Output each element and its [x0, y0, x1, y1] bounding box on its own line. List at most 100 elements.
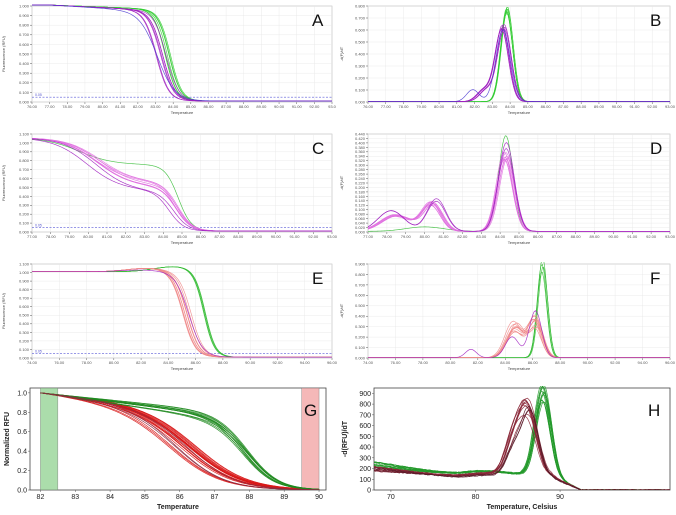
y-tick-label: 0.100: [355, 207, 366, 212]
y-tick-label: 0.900: [355, 261, 366, 266]
series-line: [32, 139, 332, 232]
x-tick-label: 76.00: [363, 104, 374, 109]
x-tick-label: 79.00: [401, 234, 412, 239]
x-axis-label: Temperature: [508, 366, 531, 371]
y-tick-label: 0.500: [19, 313, 30, 318]
x-tick-label: 76.00: [54, 360, 65, 365]
y-tick-label: 0.700: [355, 282, 366, 287]
y-tick-label: 0: [367, 488, 371, 495]
y-tick-label: 0.800: [19, 158, 30, 163]
x-tick-label: 80: [472, 494, 480, 501]
x-tick-label: 87.00: [558, 104, 569, 109]
y-tick-label: 0.020: [355, 225, 366, 230]
y-tick-label: 0.300: [355, 63, 366, 68]
x-tick-label: 85: [141, 494, 149, 501]
x-tick-label: 80.00: [98, 104, 109, 109]
y-tick-label: 0.2: [17, 468, 27, 475]
x-tick-label: 84.00: [495, 234, 506, 239]
x-tick-label: 93.00: [665, 234, 676, 239]
y-axis-label: Fluorescence (RFU): [1, 164, 6, 201]
y-tick-label: 0.800: [355, 272, 366, 277]
x-tick-label: 81.00: [438, 234, 449, 239]
x-tick-label: 92.00: [647, 104, 658, 109]
series-line: [368, 310, 670, 358]
x-tick-label: 80.00: [445, 360, 456, 365]
y-tick-label: 0.500: [19, 185, 30, 190]
x-tick-label: 84: [106, 494, 114, 501]
x-tick-label: 89.00: [256, 104, 267, 109]
x-tick-label: 86.00: [191, 360, 202, 365]
y-tick-label: 0.320: [355, 158, 366, 163]
y-tick-label: 0.700: [19, 167, 30, 172]
y-tick-label: 0.080: [355, 212, 366, 217]
y-axis-label: Fluorescence (RFU): [1, 292, 6, 329]
y-tick-label: 600: [359, 423, 371, 430]
panel-letter: H: [648, 401, 660, 420]
x-tick-label: 84.00: [163, 360, 174, 365]
y-tick-label: 0.0: [17, 488, 27, 495]
x-tick-label: 91.00: [292, 104, 303, 109]
x-tick-label: 89: [280, 494, 288, 501]
y-tick-label: 0.100: [355, 345, 366, 350]
x-tick-label: 96.00: [665, 360, 676, 365]
x-tick-label: 88: [245, 494, 253, 501]
chart-panel-a: 76.00 77.00 78.00 79.00 80.00 81.00 82.00 83.00…: [0, 0, 338, 128]
series-line: [374, 409, 670, 490]
y-tick-label: 300: [359, 455, 371, 462]
series-line: [40, 392, 320, 490]
y-axis-label: Fluorescence (RFU): [1, 35, 6, 72]
y-tick-label: 0.180: [355, 189, 366, 194]
x-tick-label: 82.00: [457, 234, 468, 239]
x-tick-label: 92.00: [309, 104, 320, 109]
y-tick-label: 1.0: [17, 390, 27, 397]
y-tick-label: 0.420: [355, 136, 366, 141]
y-tick-label: 0.400: [19, 61, 30, 66]
x-tick-label: 79.00: [416, 104, 427, 109]
y-tick-label: 0.100: [19, 90, 30, 95]
y-tick-label: 1.000: [19, 140, 30, 145]
x-tick-label: 91.00: [627, 234, 638, 239]
x-tick-label: 92.00: [308, 234, 319, 239]
x-tick-label: 91.00: [629, 104, 640, 109]
x-tick-label: 76.00: [27, 104, 38, 109]
plot-area: [367, 263, 671, 359]
x-tick-label: 80.00: [109, 360, 120, 365]
chart-svg-e: 74.00 76.00 78.00 80.00 82.00 84.00 86.00 88.00…: [1, 261, 338, 371]
x-tick-label: 88.00: [571, 234, 582, 239]
y-tick-label: 0.400: [19, 194, 30, 199]
x-tick-label: 81.00: [452, 104, 463, 109]
series-group: [368, 135, 670, 232]
y-tick-label: 0.040: [355, 220, 366, 225]
y-tick-label: 0.160: [355, 194, 366, 199]
chart-panel-f: 74.00 76.00 78.00 80.00 82.00 84.00 86.00 88.00…: [338, 258, 676, 384]
series-line: [32, 4, 332, 102]
y-tick-label: 0.200: [19, 80, 30, 85]
y-tick-label: 0.000: [19, 229, 30, 234]
panel-letter: F: [650, 269, 660, 288]
x-tick-label: 84.00: [500, 360, 511, 365]
x-tick-label: 70: [387, 494, 395, 501]
panel-letter: E: [312, 269, 323, 288]
x-tick-label: 78.00: [418, 360, 429, 365]
x-tick-label: 78.00: [82, 360, 93, 365]
x-tick-label: 85.00: [177, 234, 188, 239]
y-tick-label: 0.240: [355, 176, 366, 181]
y-tick-label: 0.600: [355, 27, 366, 32]
y-tick-label: 400: [359, 445, 371, 452]
x-tick-label: 92.00: [646, 234, 657, 239]
series-group: [368, 262, 670, 358]
x-tick-label: 85.00: [186, 104, 197, 109]
y-tick-label: 0.500: [355, 303, 366, 308]
x-tick-label: 89.00: [594, 104, 605, 109]
y-tick-label: 0.000: [355, 229, 366, 234]
x-axis-label: Temperature: [508, 110, 531, 115]
x-tick-label: 81.00: [102, 234, 113, 239]
x-tick-label: 90.00: [612, 104, 623, 109]
x-tick-label: 88.00: [239, 104, 250, 109]
y-tick-label: 0.000: [355, 355, 366, 360]
series-group: [40, 392, 320, 490]
y-tick-label: 0.300: [19, 203, 30, 208]
y-tick-label: 0.200: [355, 335, 366, 340]
y-tick-label: 200: [359, 466, 371, 473]
chart-panel-d: 77.00 78.00 79.00 80.00 81.00 82.00 83.00 84.00…: [338, 128, 676, 258]
